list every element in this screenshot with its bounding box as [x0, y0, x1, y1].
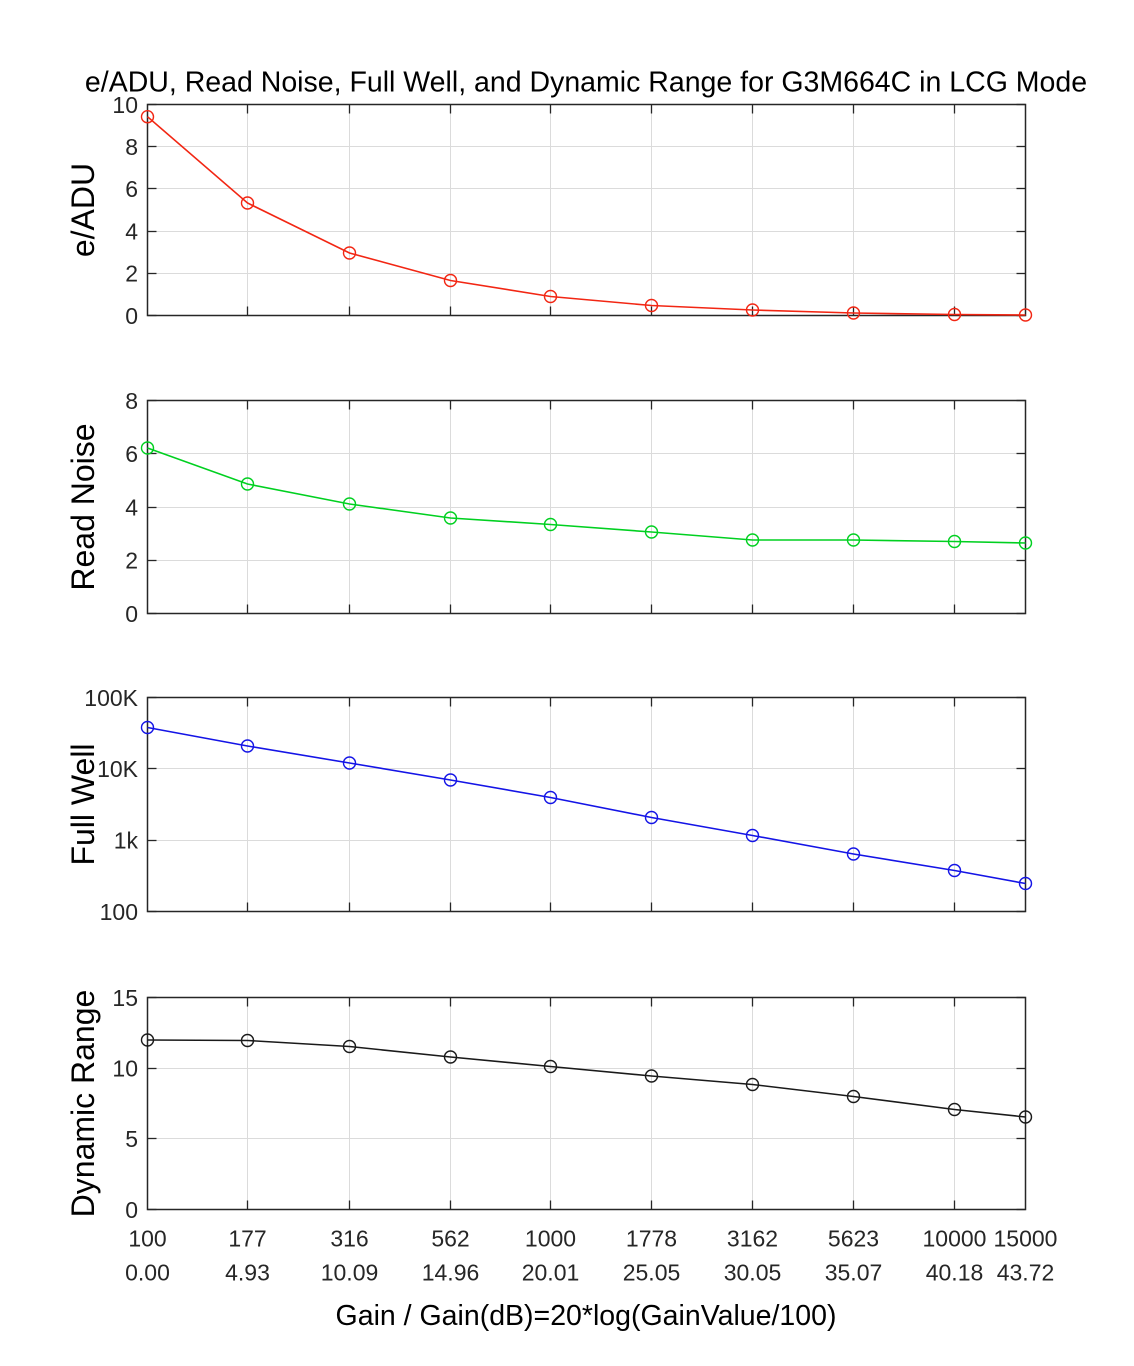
svg-text:0: 0: [125, 303, 138, 329]
svg-text:Read Noise: Read Noise: [65, 423, 101, 590]
svg-text:10.09: 10.09: [321, 1260, 379, 1286]
svg-text:Full Well: Full Well: [65, 743, 101, 865]
svg-text:15: 15: [112, 985, 138, 1011]
svg-text:6: 6: [125, 441, 138, 467]
svg-text:14.96: 14.96: [422, 1260, 480, 1286]
svg-text:25.05: 25.05: [623, 1260, 681, 1286]
svg-text:Dynamic Range: Dynamic Range: [65, 990, 101, 1218]
svg-text:1k: 1k: [114, 828, 139, 854]
svg-text:10K: 10K: [97, 756, 139, 782]
svg-text:177: 177: [228, 1226, 266, 1252]
svg-text:100: 100: [100, 899, 138, 925]
svg-text:10: 10: [112, 1056, 138, 1082]
svg-text:5: 5: [125, 1126, 138, 1152]
svg-text:4.93: 4.93: [225, 1260, 270, 1286]
svg-text:0: 0: [125, 1197, 138, 1223]
svg-text:2: 2: [125, 261, 138, 287]
svg-text:0.00: 0.00: [125, 1260, 170, 1286]
svg-text:10000: 10000: [923, 1226, 987, 1252]
svg-text:316: 316: [330, 1226, 368, 1252]
svg-text:30.05: 30.05: [724, 1260, 782, 1286]
svg-text:3162: 3162: [727, 1226, 778, 1252]
svg-text:562: 562: [431, 1226, 469, 1252]
svg-text:1000: 1000: [525, 1226, 576, 1252]
svg-text:35.07: 35.07: [825, 1260, 883, 1286]
svg-text:4: 4: [125, 218, 138, 244]
svg-text:e/ADU: e/ADU: [65, 163, 101, 257]
svg-text:40.18: 40.18: [926, 1260, 984, 1286]
svg-text:100: 100: [128, 1226, 166, 1252]
svg-text:43.72: 43.72: [997, 1260, 1055, 1286]
svg-text:1778: 1778: [626, 1226, 677, 1252]
svg-text:4: 4: [125, 494, 138, 520]
svg-text:2: 2: [125, 548, 138, 574]
svg-text:15000: 15000: [994, 1226, 1058, 1252]
svg-text:0: 0: [125, 601, 138, 627]
svg-text:8: 8: [125, 388, 138, 414]
svg-text:5623: 5623: [828, 1226, 879, 1252]
svg-text:e/ADU, Read Noise, Full Well,: e/ADU, Read Noise, Full Well, and Dynami…: [85, 67, 1087, 99]
svg-text:10: 10: [112, 92, 138, 118]
svg-text:20.01: 20.01: [522, 1260, 580, 1286]
svg-text:Gain / Gain(dB)=20*log(GainVal: Gain / Gain(dB)=20*log(GainValue/100): [336, 1300, 837, 1332]
svg-text:8: 8: [125, 134, 138, 160]
svg-text:6: 6: [125, 176, 138, 202]
svg-text:100K: 100K: [84, 685, 138, 711]
